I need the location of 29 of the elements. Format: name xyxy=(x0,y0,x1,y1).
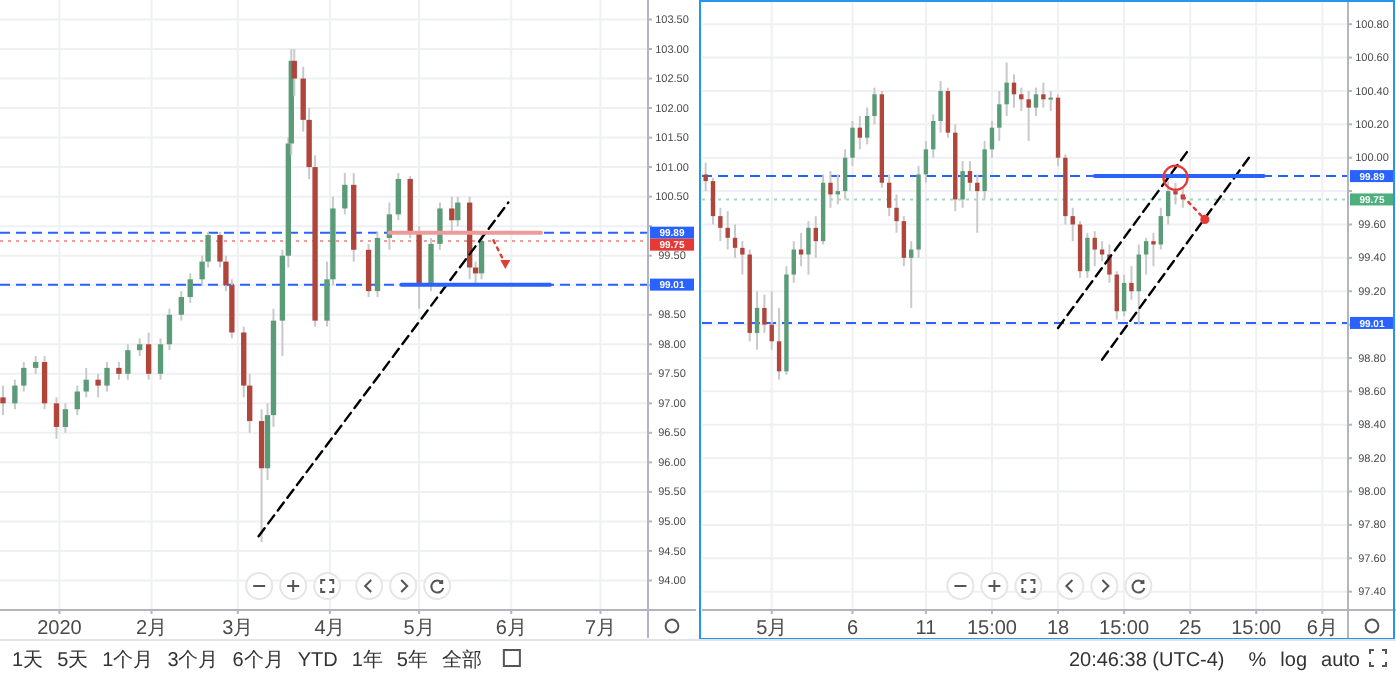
x-tick-label: 15:00 xyxy=(1099,618,1150,640)
text: auto xyxy=(1321,650,1361,672)
x-tick-label: 5月 xyxy=(756,618,788,640)
text: log xyxy=(1280,650,1308,672)
text: 5天 xyxy=(57,650,89,672)
x-tick-label: 7月 xyxy=(584,618,616,640)
x-tick-label: 2月 xyxy=(136,618,168,640)
x-tick-label: 5月 xyxy=(403,618,435,640)
x-tick-label: 15:00 xyxy=(966,618,1018,640)
text: 1个月 xyxy=(102,648,154,672)
text: 1天 xyxy=(12,650,44,672)
x-tick-label: 6月 xyxy=(1306,618,1338,640)
x-tick-label: 6月 xyxy=(495,618,527,640)
x-tick-label: 4月 xyxy=(314,618,346,640)
text: 全部 xyxy=(441,648,482,672)
text: % xyxy=(1248,650,1267,672)
text: YTD xyxy=(297,650,338,672)
text: 20:46:38 (UTC-4) xyxy=(1068,650,1225,672)
text: 1年 xyxy=(351,648,383,672)
text: 5年 xyxy=(396,648,428,672)
x-tick-label: 2020 xyxy=(37,618,83,640)
text: 3个月 xyxy=(167,648,219,672)
text: 6个月 xyxy=(232,648,284,672)
x-tick-label: 18 xyxy=(1046,618,1071,640)
x-tick-label: 11 xyxy=(915,618,938,640)
x-tick-label: 6 xyxy=(846,618,859,640)
x-tick-label: 15:00 xyxy=(1231,618,1283,640)
x-tick-label: 25 xyxy=(1179,618,1203,640)
x-tick-label: 3月 xyxy=(222,618,254,640)
